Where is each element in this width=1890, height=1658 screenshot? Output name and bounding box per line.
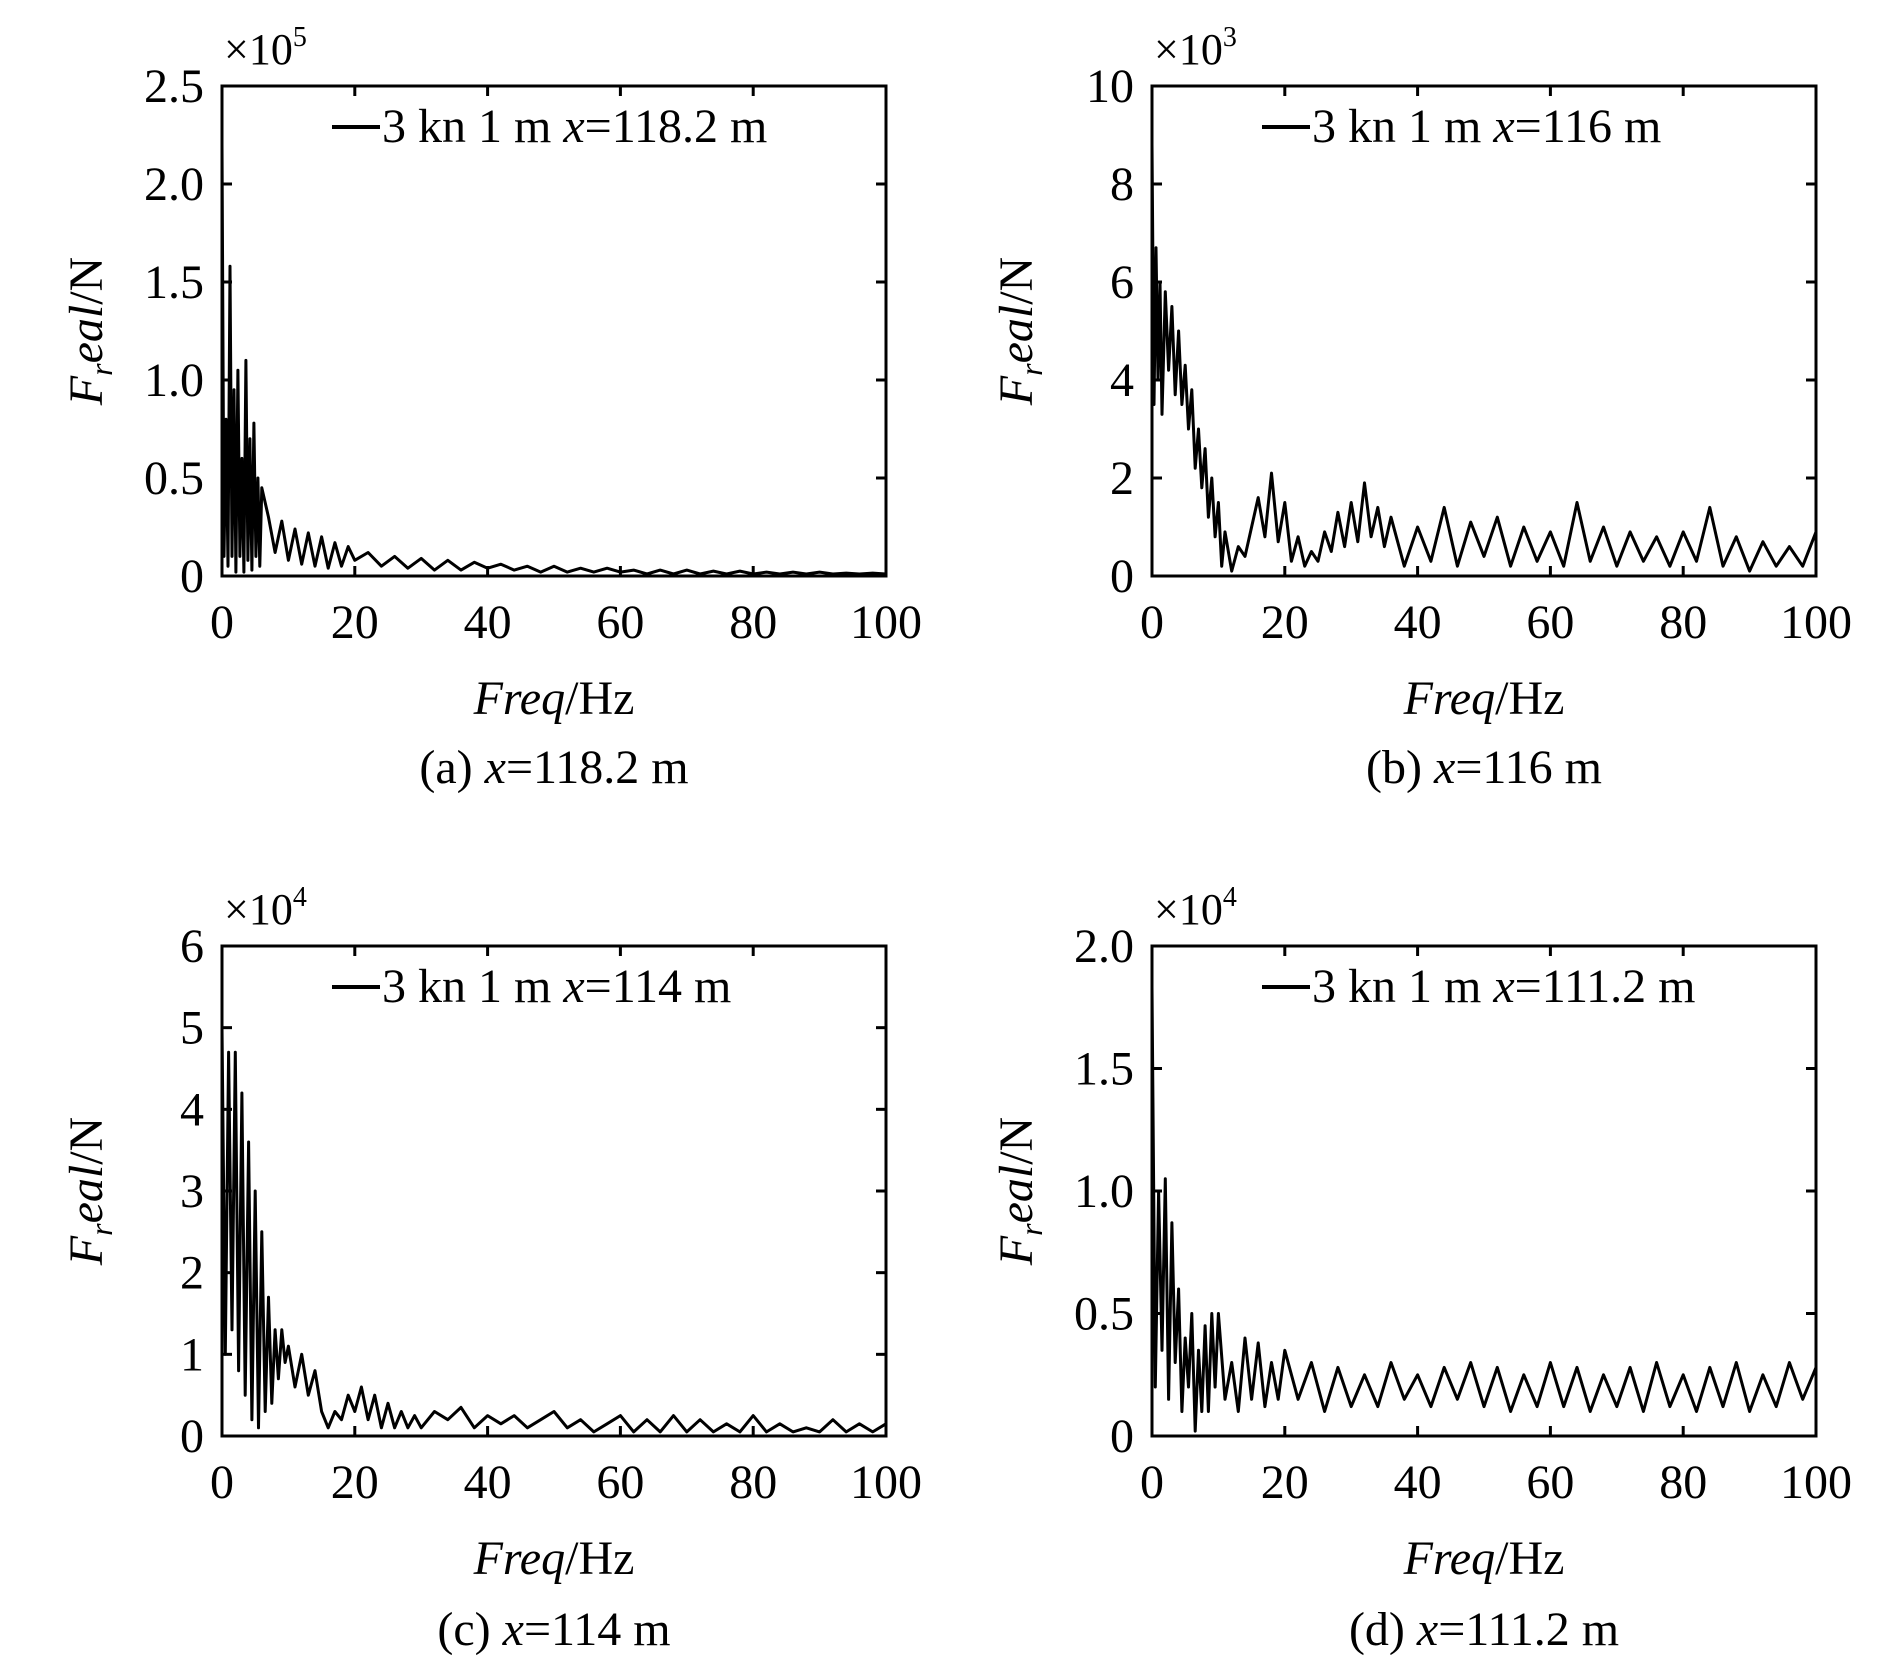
panel-b-axes-frame [1150,84,1818,578]
panel-a-xlabel: Freq/Hz [473,672,635,725]
panel-a-ylabel: Freal/N [60,257,119,406]
panel-b-xtick-label: 100 [1780,596,1852,649]
panel-c-xtick-label: 100 [850,1456,922,1509]
panel-c-caption: (c) x=114 m [437,1603,670,1656]
panel-b-ytick-label: 8 [1110,158,1134,211]
panel-b-series-line [1150,144,1818,573]
panel-d-caption: (d) x=111.2 m [1349,1603,1619,1656]
panel-a-xtick-label: 60 [596,596,644,649]
panel-a-series-line [220,144,887,576]
panel-d-axes-frame [1150,944,1818,1438]
panel-b-ylabel: Freal/N [990,257,1049,406]
panel-c-xtick-label: 0 [210,1456,234,1509]
panel-a-xtick-label: 20 [331,596,379,649]
panel-a-xtick-label: 80 [729,596,777,649]
panel-a-xtick-label: 100 [850,596,922,649]
panel-d-ylabel: Freal/N [990,1117,1049,1266]
panel-b-xtick-label: 20 [1261,596,1309,649]
panel-c-ytick-label: 2 [180,1247,204,1300]
panel-c-legend-label: 3 kn 1 m x=114 m [382,960,731,1013]
panel-b-legend-label: 3 kn 1 m x=116 m [1312,100,1661,153]
panel-d-multiplier-exp: 4 [1223,882,1237,913]
panel-b-ytick-label: 0 [1110,550,1134,603]
panel-b-ytick-label: 10 [1086,60,1134,113]
panel-c-multiplier-exp: 4 [293,882,307,913]
panel-a-caption: (a) x=118.2 m [419,741,688,794]
panel-a-ytick-label: 1.5 [144,256,204,309]
panel-c-series-line [220,1027,887,1434]
panel-d-ytick-label: 2.0 [1074,920,1134,973]
panel-b-multiplier-exp: 3 [1223,22,1237,53]
panel-d-series-line [1150,987,1818,1433]
panel-d-xlabel: Freq/Hz [1403,1532,1565,1585]
panel-d-multiplier: ×104 [1154,882,1237,934]
panel-a-ytick-label: 2.5 [144,60,204,113]
panel-b-ytick-label: 2 [1110,452,1134,505]
panel-d-ytick-label: 0.5 [1074,1288,1134,1341]
panel-d-ytick-label: 1.5 [1074,1043,1134,1096]
panel-a-xtick-label: 0 [210,596,234,649]
panel-b-ytick-label: 6 [1110,256,1134,309]
panel-c-ytick-label: 6 [180,920,204,973]
panel-b-multiplier: ×103 [1154,22,1237,74]
panel-d-xtick-label: 0 [1140,1456,1164,1509]
panel-d-xtick-label: 60 [1526,1456,1574,1509]
panel-b-xlabel: Freq/Hz [1403,672,1565,725]
panel-a-axes-frame [220,84,888,578]
panel-d-xtick-label: 100 [1780,1456,1852,1509]
panel-d-legend-label: 3 kn 1 m x=111.2 m [1312,960,1696,1013]
panel-c-ytick-label: 3 [180,1165,204,1218]
panel-c: 0 20 40 60 80 100 0 1 2 3 4 5 6 ×104 Freal/N Freq/Hz 3 k… [60,882,922,1656]
panel-c-multiplier: ×104 [224,882,307,934]
panel-b-xtick-label: 60 [1526,596,1574,649]
panel-d-xtick-label: 80 [1659,1456,1707,1509]
panel-a-multiplier: ×105 [224,22,307,74]
panel-d: 0 20 40 60 80 100 0 0.5 1.0 1.5 2.0 ×104 Freal/N Freq… [990,882,1852,1656]
panel-b-xtick-label: 80 [1659,596,1707,649]
panel-c-xtick-label: 40 [464,1456,512,1509]
panel-b-xtick-label: 0 [1140,596,1164,649]
panel-c-ytick-label: 4 [180,1083,204,1136]
panel-c-xlabel: Freq/Hz [473,1532,635,1585]
panel-b-caption: (b) x=116 m [1366,741,1602,794]
panel-a-ytick-label: 0 [180,550,204,603]
panel-b: 0 20 40 60 80 100 0 2 4 6 8 10 ×103 Freal/N Freq/Hz 3 k… [990,22,1852,794]
panel-d-xtick-label: 40 [1394,1456,1442,1509]
panel-c-ylabel: Freal/N [60,1117,119,1266]
panel-b-ytick-label: 4 [1110,354,1134,407]
panel-a-ytick-label: 2.0 [144,158,204,211]
panel-a-legend-label: 3 kn 1 m x=118.2 m [382,100,767,153]
panel-c-xtick-label: 20 [331,1456,379,1509]
panel-c-ytick-label: 5 [180,1002,204,1055]
panel-a-multiplier-exp: 5 [293,22,307,53]
panel-c-xtick-label: 80 [729,1456,777,1509]
panel-c-axes-frame [220,944,888,1438]
panel-a-ytick-label: 0.5 [144,452,204,505]
panel-d-ytick-label: 0 [1110,1410,1134,1463]
panel-d-ytick-label: 1.0 [1074,1165,1134,1218]
panel-c-xtick-label: 60 [596,1456,644,1509]
panel-c-ytick-label: 1 [180,1328,204,1381]
panel-a: 0 20 40 60 80 100 0 0.5 1.0 1.5 2.0 2.5 ×105 Freal/N F… [60,22,922,794]
panel-b-xtick-label: 40 [1394,596,1442,649]
panel-a-xtick-label: 40 [464,596,512,649]
panel-c-ytick-label: 0 [180,1410,204,1463]
panel-a-ytick-label: 1.0 [144,354,204,407]
panel-d-xtick-label: 20 [1261,1456,1309,1509]
